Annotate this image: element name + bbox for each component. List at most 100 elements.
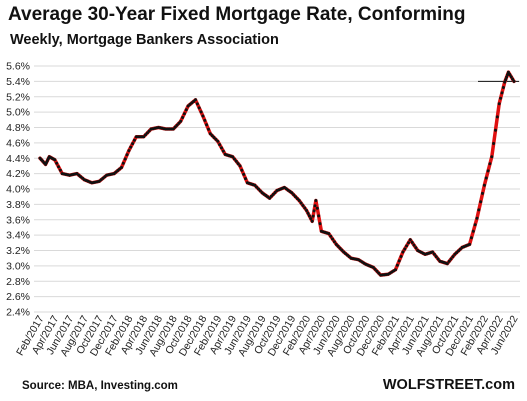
data-point-marker — [334, 242, 338, 246]
data-point-marker — [373, 267, 377, 271]
data-point-marker — [340, 248, 344, 252]
data-point-marker — [449, 257, 453, 261]
data-point-marker — [294, 195, 297, 199]
data-point-marker — [473, 223, 477, 227]
data-point-marker — [177, 121, 181, 125]
data-point-marker — [488, 162, 492, 166]
y-tick-label: 5.4% — [6, 76, 30, 88]
data-point-marker — [240, 168, 244, 172]
data-point-marker — [310, 219, 314, 223]
data-point-marker — [195, 102, 199, 106]
data-point-marker — [242, 172, 246, 176]
data-point-marker — [311, 214, 315, 218]
data-point-marker — [375, 269, 379, 273]
data-point-marker — [236, 162, 240, 166]
data-point-marker — [458, 247, 462, 251]
data-point-marker — [499, 96, 503, 100]
data-point-marker — [175, 123, 179, 127]
data-point-marker — [210, 134, 214, 138]
y-tick-label: 4.0% — [6, 184, 30, 196]
data-point-marker — [447, 259, 451, 263]
data-point-marker — [338, 246, 342, 250]
data-point-marker — [312, 209, 316, 213]
data-point-marker — [469, 236, 473, 240]
data-point-marker — [234, 159, 238, 163]
data-point-marker — [471, 229, 475, 233]
data-point-marker — [129, 145, 133, 149]
data-point-marker — [269, 194, 273, 198]
data-point-marker — [58, 168, 62, 172]
data-point-marker — [173, 125, 177, 129]
data-point-marker — [445, 262, 449, 266]
data-point-marker — [301, 204, 305, 207]
data-point-marker — [132, 138, 136, 142]
data-point-marker — [506, 73, 509, 77]
data-point-marker — [394, 268, 397, 272]
data-point-marker — [336, 244, 340, 248]
data-point-marker — [492, 142, 496, 145]
y-tick-label: 5.0% — [6, 107, 30, 119]
data-point-marker — [431, 250, 434, 254]
data-point-marker — [214, 137, 218, 141]
data-point-marker — [506, 70, 510, 74]
y-tick-label: 4.4% — [6, 153, 30, 165]
data-point-marker — [127, 149, 131, 153]
data-point-marker — [216, 139, 220, 143]
data-point-marker — [407, 241, 410, 245]
data-point-marker — [307, 214, 311, 218]
data-point-marker — [414, 246, 418, 250]
data-point-marker — [203, 118, 207, 122]
data-point-marker — [208, 132, 212, 136]
data-point-marker — [184, 108, 188, 112]
data-point-marker — [395, 263, 399, 267]
data-point-marker — [410, 240, 414, 244]
data-point-marker — [500, 91, 504, 95]
data-point-marker — [303, 206, 307, 210]
y-tick-label: 5.2% — [6, 91, 30, 103]
data-point-marker — [244, 177, 247, 181]
data-point-marker — [221, 149, 225, 153]
data-point-marker — [377, 271, 381, 275]
data-point-marker — [205, 123, 209, 127]
data-point-marker — [145, 131, 149, 135]
data-point-marker — [503, 80, 507, 84]
data-point-marker — [147, 129, 151, 133]
data-point-marker — [397, 259, 401, 263]
data-point-marker — [475, 216, 479, 220]
data-point-marker — [432, 252, 436, 256]
y-tick-label: 3.8% — [6, 199, 30, 211]
data-point-marker — [403, 247, 407, 251]
data-point-marker — [258, 189, 262, 193]
series-rate — [38, 70, 516, 277]
data-point-marker — [401, 250, 405, 254]
source-note: Source: MBA, Investing.com — [22, 380, 178, 392]
data-point-marker — [306, 211, 310, 215]
y-tick-label: 2.4% — [6, 307, 30, 319]
data-point-marker — [125, 153, 129, 157]
data-point-marker — [268, 196, 272, 200]
data-point-marker — [495, 115, 499, 119]
data-point-marker — [299, 201, 303, 205]
y-tick-label: 2.6% — [6, 291, 30, 303]
data-point-marker — [121, 161, 125, 165]
y-axis: 2.4% 2.6% 2.8% 3.0% 3.2% 3.4% 3.6% 3.8% 4.0% 4.2%… — [6, 61, 30, 319]
data-point-marker — [55, 161, 59, 165]
data-point-marker — [332, 240, 336, 244]
data-point-marker — [408, 238, 412, 242]
data-point-marker — [436, 257, 440, 261]
data-point-marker — [142, 135, 146, 139]
y-tick-label: 3.4% — [6, 230, 30, 242]
data-point-marker — [327, 232, 331, 236]
y-tick-label: 3.0% — [6, 260, 30, 272]
data-point-marker — [207, 127, 210, 131]
y-tick-label: 4.8% — [6, 122, 30, 134]
data-point-marker — [468, 242, 472, 246]
data-point-marker — [220, 146, 223, 150]
data-point-marker — [451, 255, 455, 259]
data-point-marker — [197, 106, 201, 110]
x-axis: Feb/2017Apr/2017Jun/2017Aug/2017Oct/2017… — [14, 313, 521, 358]
data-point-marker — [486, 169, 490, 173]
data-point-marker — [405, 244, 409, 248]
y-tick-label: 2.8% — [6, 276, 30, 288]
